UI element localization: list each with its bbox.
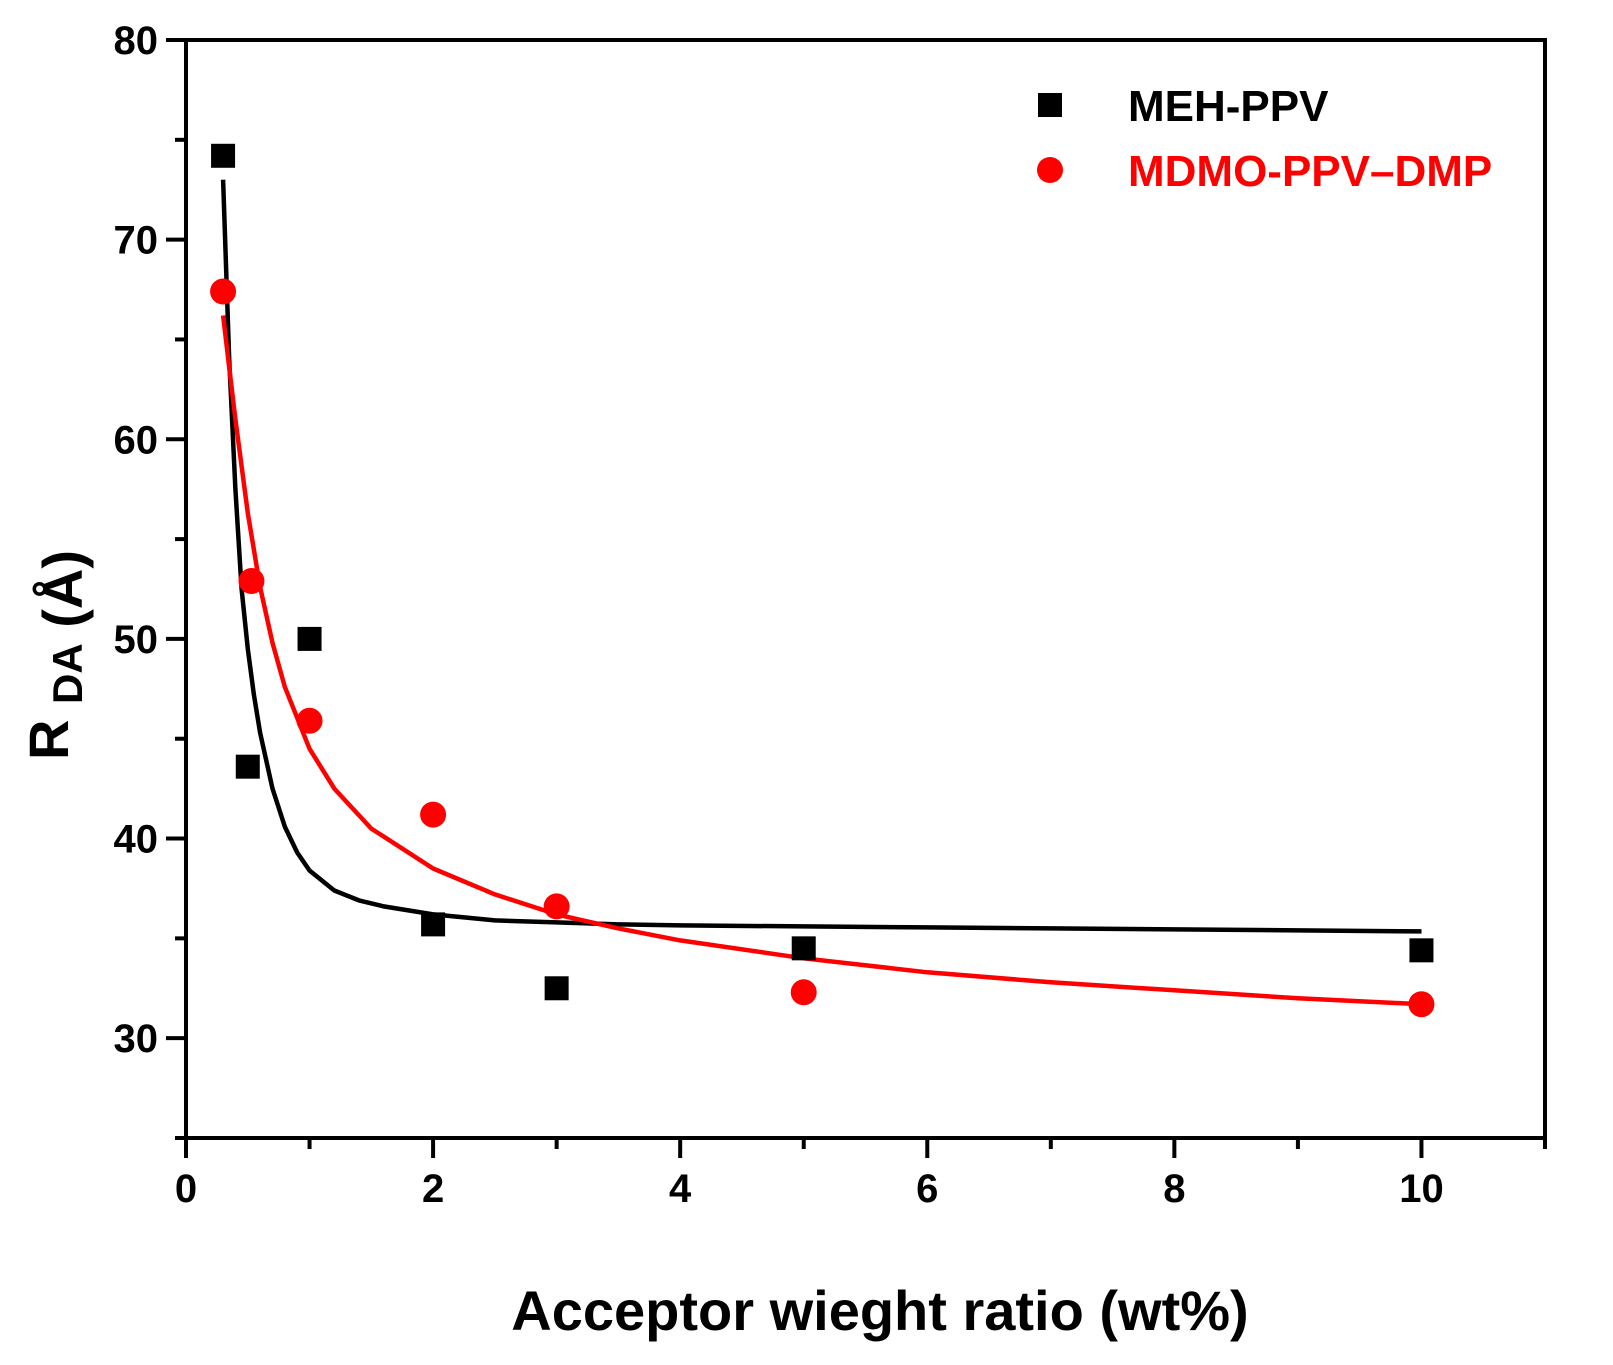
x-tick-label: 6	[916, 1167, 938, 1211]
data-point-circle	[238, 568, 265, 595]
y-tick-label: 30	[114, 1017, 159, 1061]
data-point-square	[791, 936, 816, 961]
x-tick-label: 10	[1399, 1167, 1444, 1211]
data-markers	[210, 143, 1435, 1018]
x-axis-ticks: 0 2 4 6 8 10	[175, 1138, 1547, 1211]
legend-marker-circle	[1037, 157, 1063, 183]
data-point-circle	[420, 801, 447, 828]
y-axis-ticks: 30 40 50 60 70 80	[114, 19, 186, 1140]
data-point-circle	[210, 278, 237, 305]
x-tick-label: 4	[669, 1167, 692, 1211]
data-point-circle	[790, 979, 817, 1006]
y-axis-title: R DA (Å)	[17, 550, 94, 760]
fit-line	[220, 315, 1422, 1007]
x-tick-label: 8	[1163, 1167, 1185, 1211]
x-tick-label: 0	[175, 1167, 197, 1211]
plot-border	[184, 38, 1547, 1140]
plot-frame	[184, 38, 1547, 1140]
y-tick-label: 50	[114, 618, 159, 662]
legend-label: MEH-PPV	[1128, 82, 1329, 131]
legend-marker-square	[1038, 93, 1062, 117]
y-axis-title-unit: (Å)	[31, 550, 94, 628]
data-point-square	[211, 143, 236, 168]
legend: MEH-PPV MDMO-PPV–DMP	[1037, 82, 1492, 196]
data-point-square	[544, 976, 569, 1001]
data-point-circle	[1408, 991, 1435, 1018]
data-point-square	[1409, 938, 1434, 963]
y-tick-label: 80	[114, 19, 159, 63]
data-point-square	[235, 754, 260, 779]
data-point-square	[421, 912, 446, 937]
legend-label: MDMO-PPV–DMP	[1128, 147, 1492, 196]
fit-lines	[220, 179, 1422, 1007]
data-point-square	[297, 626, 322, 651]
data-point-circle	[296, 707, 323, 734]
y-axis-title-main: R	[17, 720, 80, 760]
data-point-circle	[543, 893, 570, 920]
x-tick-label: 2	[422, 1167, 444, 1211]
y-tick-label: 70	[114, 219, 159, 263]
y-tick-label: 40	[114, 818, 159, 862]
y-axis-title-sub: DA	[44, 643, 91, 704]
x-axis-title: Acceptor wieght ratio (wt%)	[511, 1279, 1248, 1342]
fit-line	[220, 179, 1422, 934]
y-tick-label: 60	[114, 418, 159, 462]
